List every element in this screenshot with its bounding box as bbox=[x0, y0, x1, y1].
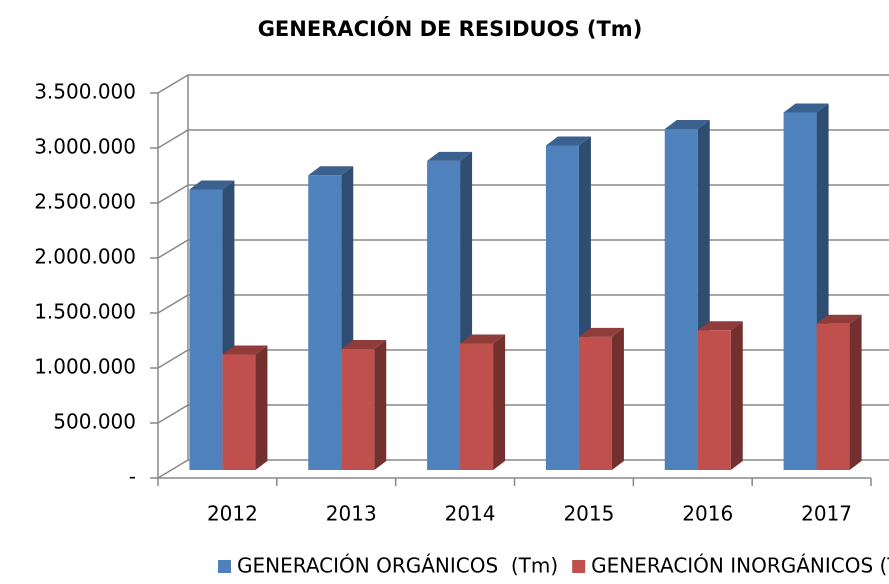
y-tick-label: 3.000.000 bbox=[34, 135, 136, 159]
bar-face bbox=[545, 136, 591, 146]
bar-face bbox=[460, 343, 494, 470]
bar-face bbox=[578, 327, 624, 337]
bar-face bbox=[816, 314, 862, 324]
bar-face bbox=[189, 189, 223, 470]
y-tick-label: 3.500.000 bbox=[34, 80, 136, 104]
bar-face bbox=[341, 340, 387, 349]
y-tick-label: 1.500.000 bbox=[34, 300, 136, 324]
bar bbox=[816, 314, 862, 470]
bar-face bbox=[427, 160, 461, 470]
x-tick-label: 2012 bbox=[207, 502, 258, 526]
x-tick-label: 2015 bbox=[563, 502, 614, 526]
y-tick-label: 2.500.000 bbox=[34, 190, 136, 214]
legend-swatch bbox=[218, 560, 231, 573]
bar-face bbox=[730, 321, 743, 470]
bar-face bbox=[545, 145, 579, 470]
bar bbox=[697, 321, 743, 470]
bar-face bbox=[664, 120, 710, 129]
bar bbox=[341, 340, 387, 470]
bar-face bbox=[783, 112, 817, 470]
bar bbox=[222, 345, 268, 470]
grid-line bbox=[157, 294, 889, 314]
grid-line bbox=[157, 239, 889, 259]
legend-label: GENERACIÓN ORGÁNICOS (Tm) bbox=[237, 554, 558, 578]
x-tick-label: 2016 bbox=[682, 502, 733, 526]
bar-face bbox=[460, 334, 506, 344]
bar-face bbox=[816, 323, 850, 470]
y-tick-label: 1.000.000 bbox=[34, 355, 136, 379]
bar-face bbox=[308, 175, 342, 470]
y-tick-label: 2.000.000 bbox=[34, 245, 136, 269]
x-tick-label: 2014 bbox=[445, 502, 496, 526]
bar-face bbox=[222, 354, 256, 470]
legend-label: GENERACIÓN INORGÁNICOS (Tm) bbox=[591, 554, 889, 578]
bar-face bbox=[427, 151, 473, 161]
bar bbox=[460, 334, 506, 470]
bar bbox=[308, 166, 354, 470]
y-tick-label: 500.000 bbox=[53, 410, 136, 434]
legend-swatch bbox=[572, 560, 586, 573]
bar-face bbox=[664, 129, 698, 470]
y-tick-label: - bbox=[129, 465, 136, 489]
bar-face bbox=[783, 103, 829, 113]
bar-face bbox=[697, 321, 743, 331]
bar-face bbox=[189, 180, 235, 190]
bar-face bbox=[849, 314, 862, 470]
bar-face bbox=[493, 334, 506, 470]
bar-face bbox=[341, 349, 375, 470]
chart-title: GENERACIÓN DE RESIDUOS (Tm) bbox=[258, 16, 643, 41]
bar-face bbox=[374, 340, 387, 470]
bar-face bbox=[578, 336, 612, 470]
bar-face bbox=[611, 327, 624, 470]
bar-face bbox=[222, 345, 268, 355]
grid-line bbox=[157, 404, 889, 424]
bar bbox=[578, 327, 624, 470]
grid-line bbox=[157, 129, 889, 149]
grid-line bbox=[157, 459, 889, 479]
x-tick-label: 2013 bbox=[326, 502, 377, 526]
bar-face bbox=[697, 330, 731, 470]
grid-line bbox=[157, 184, 889, 204]
grid-line bbox=[157, 349, 889, 369]
x-tick-label: 2017 bbox=[801, 502, 852, 526]
bar-face bbox=[255, 345, 268, 470]
grid-line bbox=[157, 74, 889, 94]
bar-face bbox=[308, 166, 354, 176]
